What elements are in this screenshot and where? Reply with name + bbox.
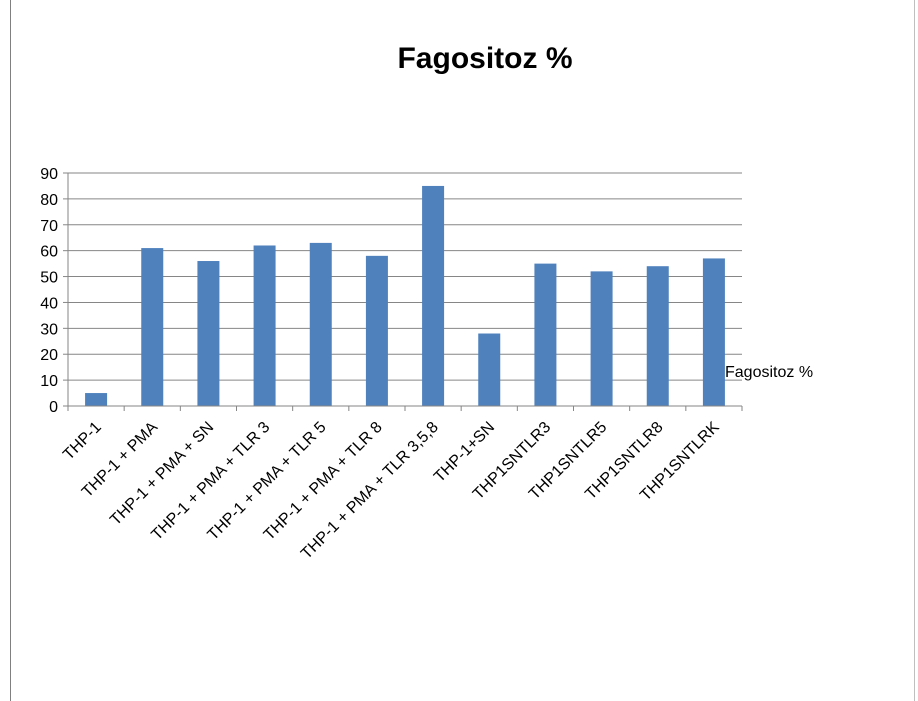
bar [534, 263, 557, 406]
bar [590, 271, 613, 406]
y-tick-label: 60 [40, 244, 58, 261]
y-tick-label: 0 [49, 399, 58, 416]
chart-title: Fagositoz % [397, 42, 572, 75]
y-tick-label: 80 [40, 192, 58, 209]
x-tick-label: THP-1 [60, 419, 105, 464]
bar [478, 333, 501, 406]
legend: Fagositoz % [712, 364, 813, 381]
bar [702, 258, 725, 406]
bar-chart: Fagositoz % 0 10 20 30 40 50 60 70 80 90 THP-1THP… [40, 42, 813, 563]
bar [253, 245, 276, 406]
bars [85, 185, 725, 406]
y-tick-label: 10 [40, 373, 58, 390]
bar [646, 266, 669, 406]
y-tick-label: 50 [40, 270, 58, 287]
chart-area: Fagositoz % 0 10 20 30 40 50 60 70 80 90 THP-1 THP… [10, 0, 915, 701]
y-tick-label: 40 [40, 295, 58, 312]
bar [422, 185, 445, 406]
bar [197, 261, 220, 406]
x-tick-label: THP-1 + PMA + SN [107, 419, 217, 529]
gridlines [68, 172, 742, 381]
legend-label: Fagositoz % [725, 364, 813, 381]
y-tick-label: 90 [40, 166, 58, 183]
bar [141, 248, 164, 406]
y-tick-label: 30 [40, 321, 58, 338]
legend-swatch [712, 366, 722, 376]
y-tick-label: 70 [40, 218, 58, 235]
bar [365, 255, 388, 406]
bar [85, 393, 108, 406]
y-axis: 0 10 20 30 40 50 60 70 80 90 [40, 166, 69, 416]
bar [309, 242, 332, 406]
y-tick-label: 20 [40, 347, 58, 364]
